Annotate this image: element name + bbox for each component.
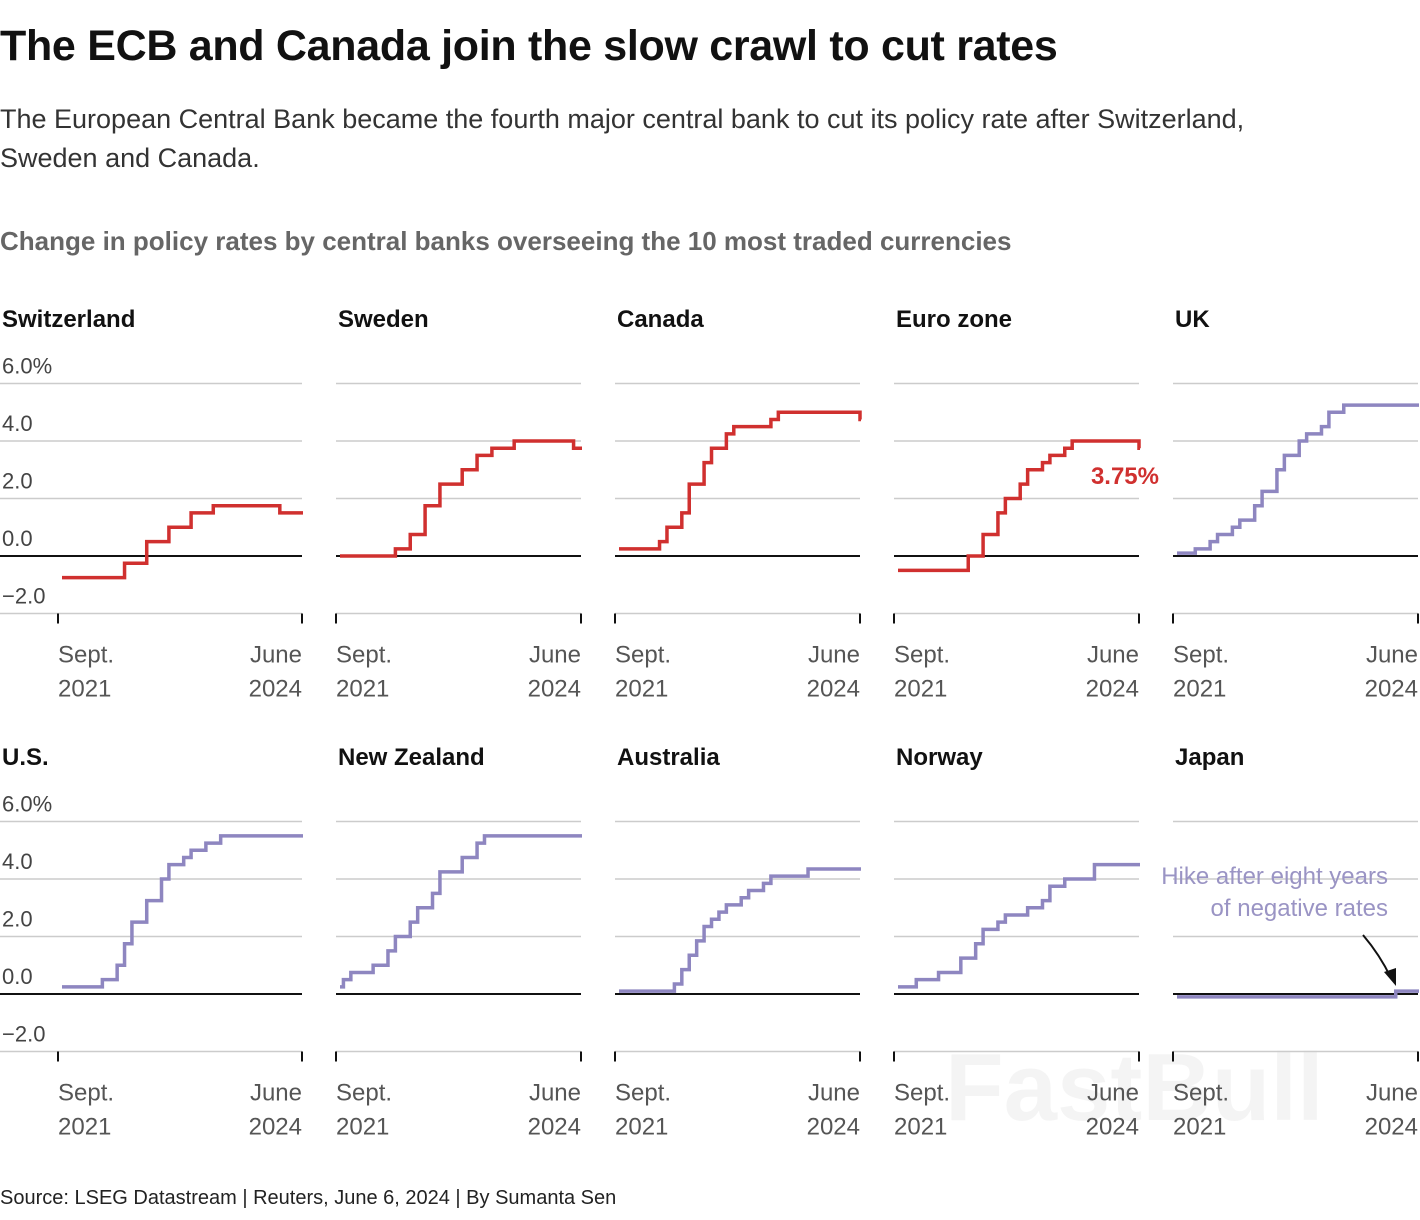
- y-tick-label: 6.0%: [2, 792, 52, 817]
- panel-canada: Canada Sept. 2021 June 2024: [614, 306, 862, 703]
- panel-sweden: Sweden Sept. 2021 June 2024: [335, 306, 582, 703]
- panel-title: Euro zone: [896, 306, 1012, 333]
- rate-series-line: [898, 439, 1141, 573]
- y-tick-label: 0.0: [2, 526, 33, 551]
- x-tick-label: 2021: [894, 676, 947, 703]
- x-tick-label: June: [1366, 642, 1418, 669]
- y-tick-label: 6.0%: [2, 354, 52, 379]
- rate-series-line: [340, 834, 582, 989]
- rate-series-line: [62, 834, 303, 989]
- subtitle-line-2: Sweden and Canada.: [0, 143, 260, 173]
- x-tick-label: Sept.: [1173, 1080, 1229, 1107]
- arrow-head-icon: [1384, 968, 1396, 986]
- x-tick-label: 2024: [249, 1114, 302, 1141]
- subtitle-line-1: The European Central Bank became the fou…: [0, 104, 1245, 134]
- x-tick-label: 2021: [615, 676, 668, 703]
- x-tick-label: June: [1087, 642, 1139, 669]
- source-note: Source: LSEG Datastream | Reuters, June …: [0, 1187, 617, 1209]
- x-tick-label: 2021: [58, 1114, 111, 1141]
- x-tick-label: 2021: [58, 676, 111, 703]
- x-tick-label: June: [1087, 1080, 1139, 1107]
- rate-series-line: [898, 862, 1140, 989]
- y-tick-label: −2.0: [2, 584, 45, 609]
- x-tick-label: Sept.: [336, 642, 392, 669]
- x-tick-label: 2024: [1086, 1114, 1139, 1141]
- rate-series-line: [1177, 403, 1419, 555]
- panel-euro-zone: Euro zone Sept. 2021 June 2024 3.75%: [893, 306, 1159, 703]
- chart-title: Change in policy rates by central banks …: [0, 226, 1012, 256]
- panel-new-zealand: New Zealand Sept. 2021 June 2024: [335, 744, 582, 1141]
- x-tick-label: Sept.: [615, 642, 671, 669]
- panel-australia: Australia Sept. 2021 June 2024: [614, 744, 861, 1141]
- panel-switzerland: Switzerland 6.0% 4.0 2.0 0.0 −2.0 Sept. 2021 Jun…: [0, 306, 303, 703]
- rate-series-line: [619, 410, 862, 551]
- panel-title: Switzerland: [2, 306, 135, 333]
- x-tick-label: 2021: [336, 1114, 389, 1141]
- x-tick-label: 2024: [1365, 1114, 1418, 1141]
- rate-series-line: [340, 439, 582, 558]
- y-tick-label: 4.0: [2, 411, 33, 436]
- rate-series-line: [1177, 989, 1419, 999]
- x-tick-label: June: [250, 642, 302, 669]
- panel-norway: Norway Sept. 2021 June 2024: [893, 744, 1140, 1141]
- panel-u-s-: U.S. 6.0% 4.0 2.0 0.0 −2.0 Sept. 2021 June 2024: [0, 744, 303, 1141]
- x-tick-label: 2024: [1365, 676, 1418, 703]
- x-tick-label: 2021: [1173, 676, 1226, 703]
- panel-title: Norway: [896, 744, 983, 771]
- x-tick-label: June: [808, 642, 860, 669]
- x-tick-label: Sept.: [615, 1080, 671, 1107]
- x-tick-label: Sept.: [336, 1080, 392, 1107]
- annotation-text: of negative rates: [1211, 895, 1388, 922]
- x-tick-label: 2024: [807, 1114, 860, 1141]
- x-tick-label: June: [529, 642, 581, 669]
- y-tick-label: −2.0: [2, 1022, 45, 1047]
- x-tick-label: 2024: [249, 676, 302, 703]
- panel-title: Australia: [617, 744, 720, 771]
- y-tick-label: 4.0: [2, 849, 33, 874]
- x-tick-label: Sept.: [894, 642, 950, 669]
- x-tick-label: Sept.: [894, 1080, 950, 1107]
- x-tick-label: 2024: [528, 676, 581, 703]
- x-tick-label: June: [808, 1080, 860, 1107]
- rate-series-line: [619, 867, 861, 993]
- panel-title: U.S.: [2, 744, 49, 771]
- panel-title: Japan: [1175, 744, 1244, 771]
- x-tick-label: 2024: [807, 676, 860, 703]
- latest-rate-label: 3.75%: [1091, 463, 1159, 490]
- panel-title: Sweden: [338, 306, 429, 333]
- panel-title: UK: [1175, 306, 1210, 333]
- panel-title: New Zealand: [338, 744, 485, 771]
- panel-japan: Japan Sept. 2021 June 2024 Hike after eight y…: [1161, 744, 1419, 1141]
- rate-series-line: [62, 503, 303, 580]
- x-tick-label: 2021: [1173, 1114, 1226, 1141]
- x-tick-label: 2021: [615, 1114, 668, 1141]
- y-tick-label: 0.0: [2, 964, 33, 989]
- x-tick-label: Sept.: [1173, 642, 1229, 669]
- x-tick-label: 2021: [894, 1114, 947, 1141]
- annotation-text: Hike after eight years: [1161, 863, 1388, 890]
- x-tick-label: Sept.: [58, 642, 114, 669]
- x-tick-label: 2021: [336, 676, 389, 703]
- x-tick-label: 2024: [1086, 676, 1139, 703]
- x-tick-label: 2024: [528, 1114, 581, 1141]
- panel-title: Canada: [617, 306, 704, 333]
- headline: The ECB and Canada join the slow crawl t…: [0, 22, 1058, 70]
- panel-uk: UK Sept. 2021 June 2024: [1172, 306, 1419, 703]
- x-tick-label: Sept.: [58, 1080, 114, 1107]
- y-tick-label: 2.0: [2, 907, 33, 932]
- x-tick-label: June: [529, 1080, 581, 1107]
- x-tick-label: June: [250, 1080, 302, 1107]
- y-tick-label: 2.0: [2, 469, 33, 494]
- x-tick-label: June: [1366, 1080, 1418, 1107]
